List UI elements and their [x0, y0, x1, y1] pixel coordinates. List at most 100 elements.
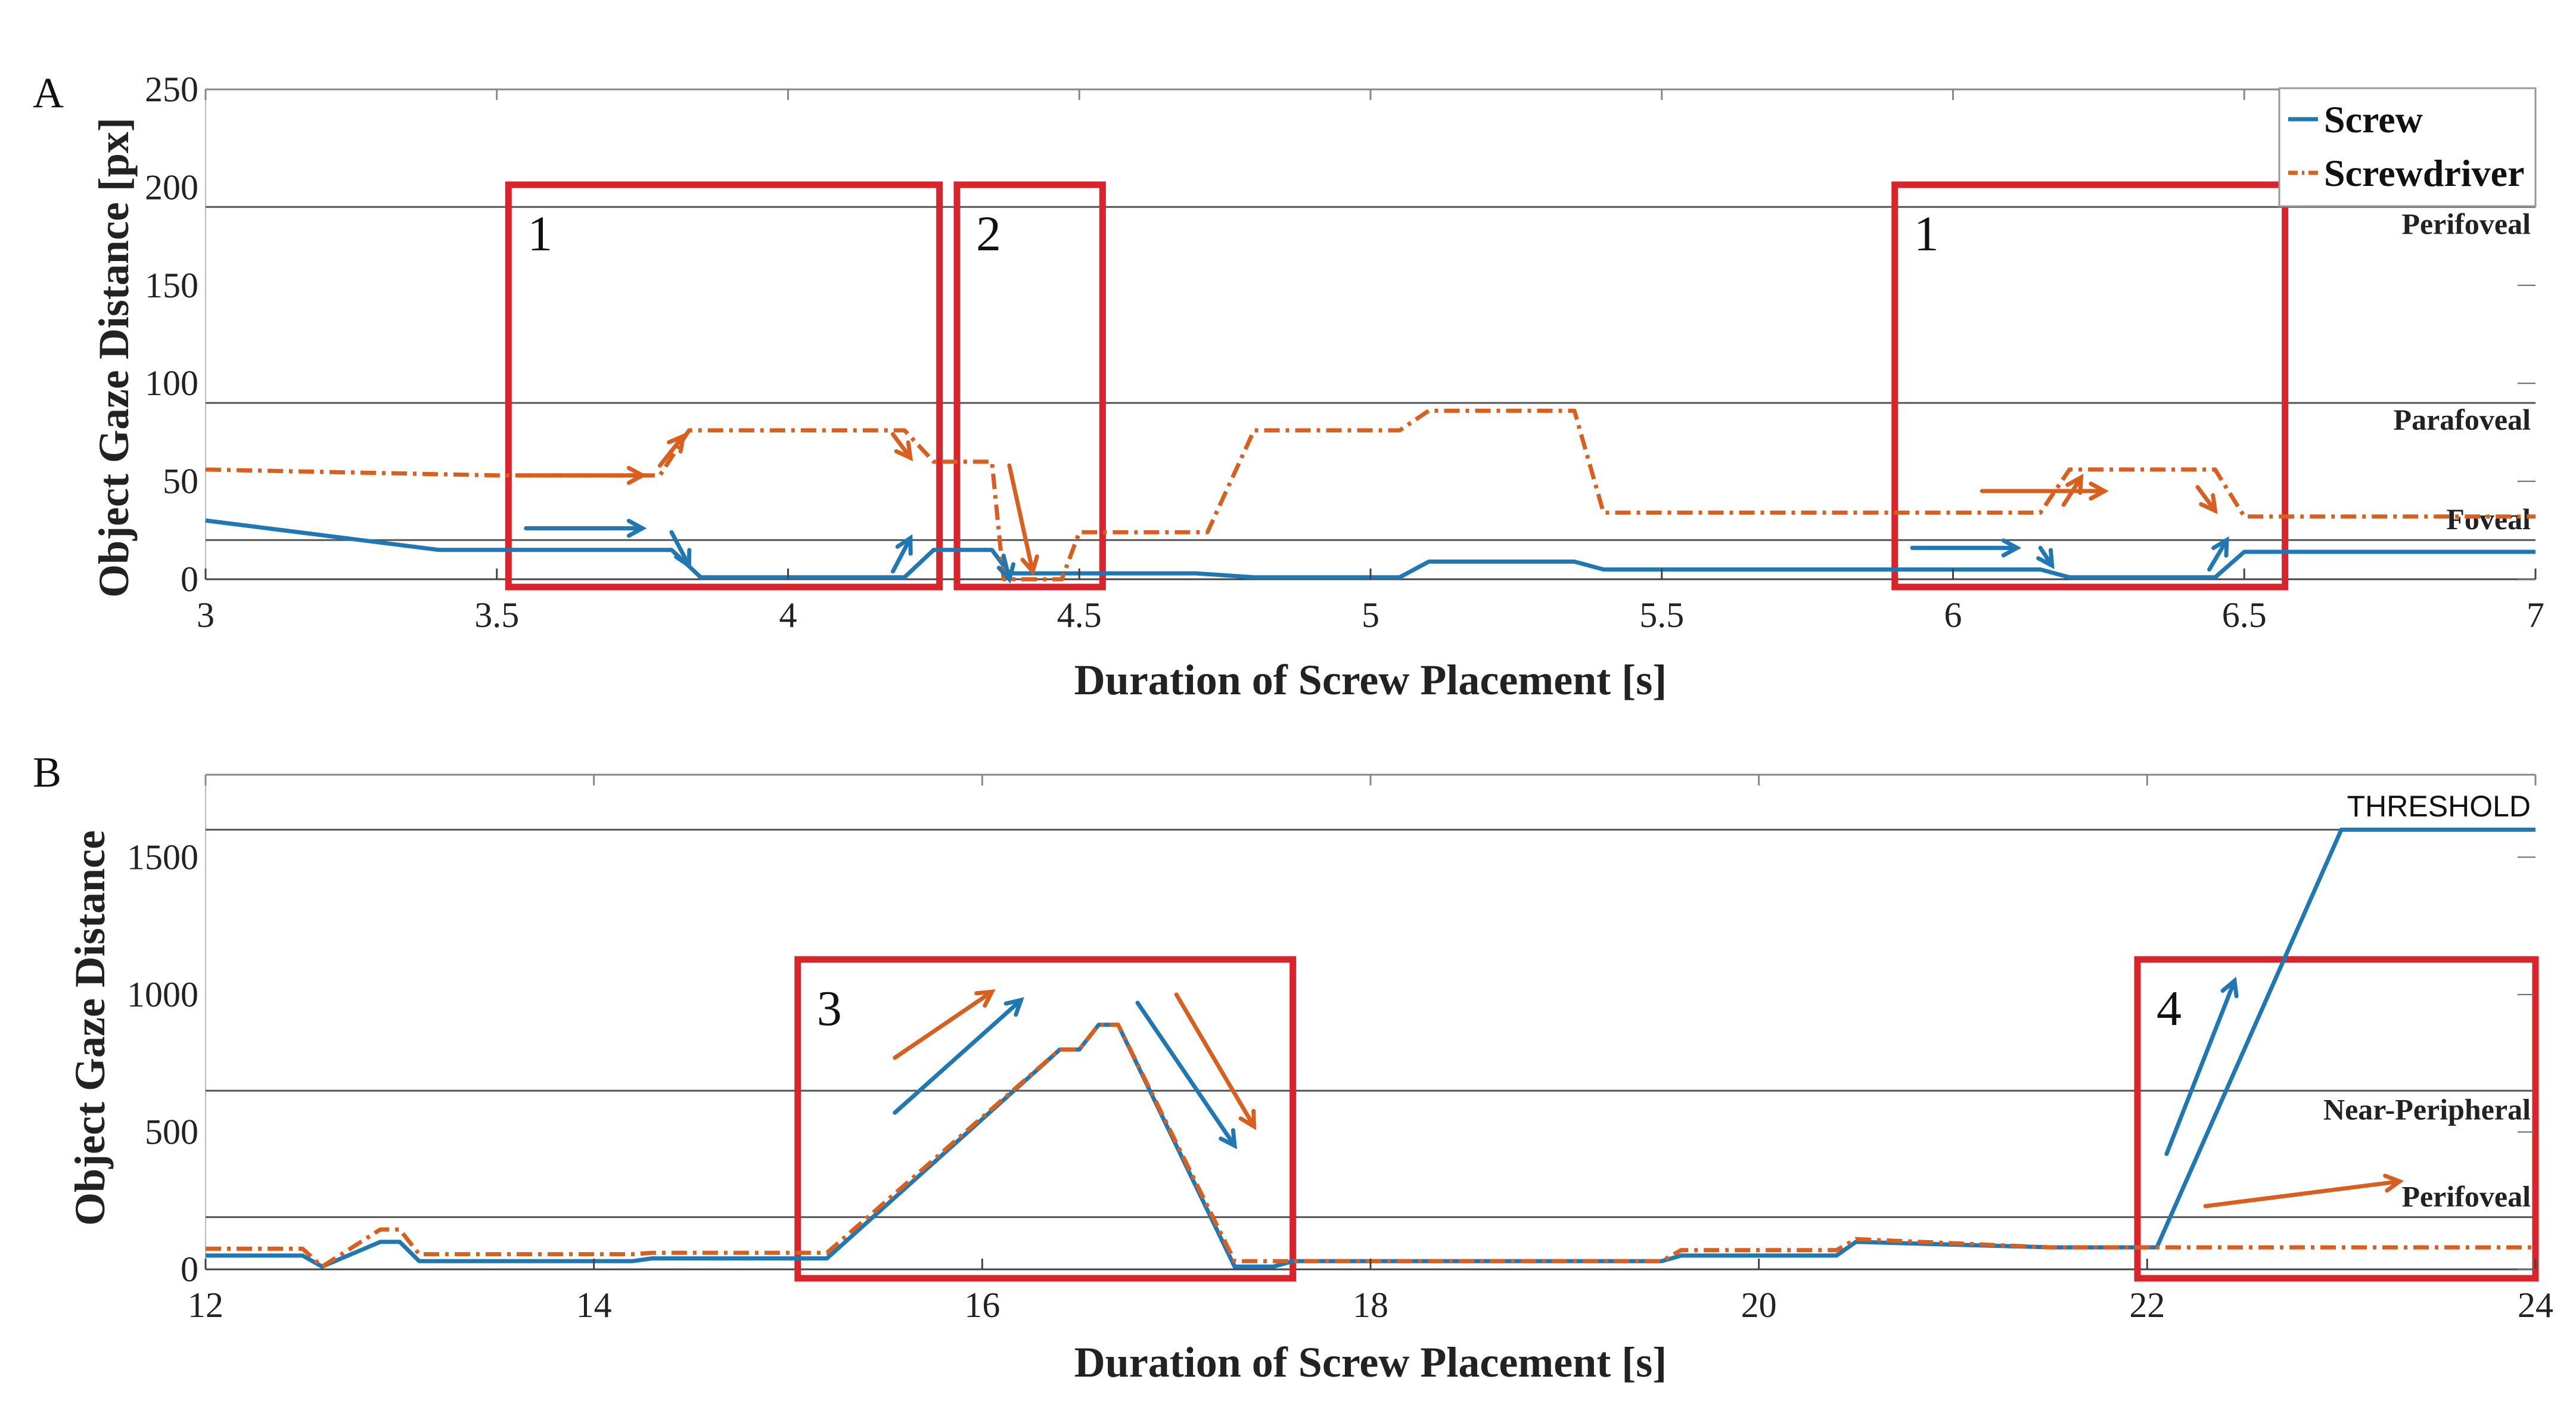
panel-b-label: B — [33, 748, 61, 796]
panel-a-x-tick-label: 6.5 — [2222, 595, 2267, 635]
arrow-shaft — [890, 432, 913, 460]
arrow-head — [974, 989, 996, 1008]
arrow-head — [996, 562, 1016, 584]
panel-b-x-tick-label: 24 — [2518, 1285, 2553, 1325]
panel-b-threshold-label: Near-Peripheral — [2323, 1092, 2531, 1126]
panel-a-direction-arrow — [890, 432, 913, 462]
panel-a-annotation-box — [953, 181, 1106, 591]
panel-b-series-screwdriver — [206, 1023, 2535, 1269]
panel-b-x-tick-label: 16 — [964, 1285, 1000, 1325]
panel-b-x-axis-label: Duration of Screw Placement [s] — [1074, 1338, 1667, 1386]
arrow-head — [894, 440, 913, 462]
panel-a-y-tick-label: 200 — [145, 167, 198, 207]
panel-a-x-tick-label: 5 — [1362, 595, 1379, 635]
arrow-shaft — [890, 536, 913, 574]
panel-a-threshold-lines: Foveal Parafoveal Perifoveal — [206, 206, 2535, 541]
arrow-shaft — [1174, 992, 1256, 1129]
panel-a-y-tick-label: 0 — [181, 560, 198, 599]
panel-a-series-screwdriver — [205, 408, 2535, 582]
panel-a-direction-arrow — [669, 530, 692, 570]
panel-a-series — [205, 408, 2535, 582]
panel-a-y-ticks: 0 50 100 150 200 250 — [145, 70, 2535, 599]
panel-b-x-tick-label: 18 — [1353, 1285, 1388, 1325]
arrow-head — [2089, 482, 2109, 501]
panel-a-direction-arrow — [524, 465, 647, 485]
panel-b-y-tick-label: 1500 — [127, 837, 198, 877]
arrow-head — [2220, 977, 2239, 999]
panel-a-annotation-box — [505, 181, 943, 591]
panel-a-x-ticks: 3 3.5 4 4.5 5 5.5 6 6.5 7 — [197, 89, 2544, 635]
panel-b-x-tick-label: 22 — [2129, 1285, 2165, 1325]
arrow-head — [1020, 554, 1039, 576]
panel-a-direction-arrow — [657, 433, 686, 468]
panel-a-x-axis-label: Duration of Screw Placement [s] — [1074, 656, 1667, 704]
legend: Screw Screwdriver — [2278, 87, 2537, 207]
arrow-head — [1238, 1108, 1257, 1130]
panel-b-annotation-box — [794, 956, 1297, 1282]
legend-screw-label: Screw — [2324, 98, 2423, 141]
panel-b-threshold-label: Perifoveal — [2401, 1179, 2531, 1213]
legend-screwdriver-label: Screwdriver — [2324, 152, 2524, 194]
panel-b-y-ticks: 0 500 1000 1500 — [127, 837, 2535, 1289]
panel-b-threshold-lines: Perifoveal Near-Peripheral THRESHOLD — [206, 790, 2535, 1218]
arrow-head — [1003, 997, 1024, 1017]
panel-b-direction-arrow — [2164, 977, 2239, 1156]
panel-a-annotation-number: 1 — [527, 206, 552, 262]
arrow-shaft — [893, 989, 995, 1060]
panel-b-x-tick-label: 12 — [188, 1285, 223, 1325]
panel-a-y-tick-label: 50 — [163, 462, 198, 501]
panel-a-annotation-number: 2 — [976, 206, 1001, 262]
arrow-head — [2036, 548, 2055, 570]
arrow-head — [626, 518, 647, 538]
panel-a-threshold-label: Parafoveal — [2394, 403, 2531, 436]
panel-a-x-tick-label: 5.5 — [1639, 595, 1684, 635]
arrow-shaft — [2203, 1179, 2402, 1209]
panel-b-annotation-box — [2134, 956, 2539, 1282]
panel-b-series-screw — [206, 827, 2535, 1269]
panel-a-y-tick-label: 150 — [145, 266, 198, 305]
arrow-head — [674, 548, 692, 570]
panel-a-y-tick-label: 100 — [145, 364, 198, 403]
panel-b-annotation-number: 4 — [2156, 981, 2182, 1036]
panel-b-threshold-label: THRESHOLD — [2347, 790, 2531, 823]
panel-b-x-tick-label: 14 — [576, 1285, 612, 1325]
panel-a: A Foveal Parafoveal Perifoveal 1 2 1 3 3.5 4 4.… — [33, 69, 2544, 704]
panel-a-direction-arrow — [1007, 463, 1039, 576]
arrow-shaft — [2164, 979, 2237, 1156]
arrow-head — [2199, 493, 2218, 514]
legend-box — [2278, 87, 2537, 207]
arrow-shaft — [2061, 475, 2084, 507]
panel-b-direction-arrow — [893, 989, 996, 1060]
panel-a-y-tick-label: 250 — [145, 70, 198, 109]
panel-a-series-screw — [205, 518, 2535, 580]
panel-a-direction-arrow — [996, 554, 1016, 584]
panel-a-direction-arrow — [1980, 482, 2109, 501]
panel-b-series — [206, 827, 2535, 1269]
panel-b-arrows — [893, 977, 2404, 1209]
panel-a-x-tick-label: 3 — [197, 595, 215, 635]
panel-a-direction-arrow — [2061, 473, 2084, 507]
arrow-shaft — [1135, 1001, 1237, 1148]
panel-b-annotation-number: 3 — [817, 981, 842, 1036]
arrow-head — [2001, 538, 2022, 558]
arrow-shaft — [669, 530, 691, 568]
arrow-head — [2383, 1173, 2404, 1193]
arrow-shaft — [1007, 463, 1035, 574]
panel-b-y-axis-label: Object Gaze Distance — [66, 830, 114, 1226]
arrow-head — [1219, 1128, 1238, 1150]
panel-a-direction-arrow — [1910, 538, 2022, 558]
panel-a-label: A — [33, 69, 64, 117]
panel-b-direction-arrow — [1135, 1001, 1238, 1150]
panel-a-threshold-label: Foveal — [2446, 502, 2531, 536]
panel-a-direction-arrow — [524, 518, 647, 538]
panel-b-direction-arrow — [1174, 992, 1257, 1130]
panel-a-x-tick-label: 3.5 — [474, 595, 519, 635]
panel-a-annotation-box — [1891, 181, 2289, 591]
panel-a-annotation-boxes: 1 2 1 — [505, 181, 2289, 591]
arrow-head — [2211, 536, 2229, 558]
panel-b-y-tick-label: 0 — [181, 1250, 198, 1289]
arrow-head — [895, 534, 913, 556]
panel-b-frame — [205, 774, 2535, 1271]
